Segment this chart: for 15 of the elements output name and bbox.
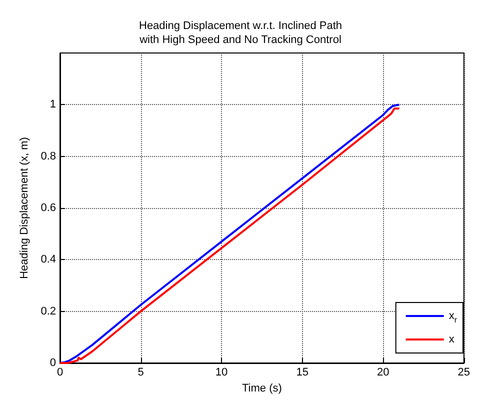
x-tick-label: 20 xyxy=(376,366,390,378)
legend-label: x xyxy=(448,334,455,346)
y-tick-label: 0.6 xyxy=(40,202,56,214)
x-tick-label: 5 xyxy=(138,366,144,378)
y-tick-label: 0.4 xyxy=(40,254,56,266)
y-tick-label: 0.8 xyxy=(40,150,56,162)
x-tick-label: 25 xyxy=(458,366,470,378)
x-tick-label: 10 xyxy=(215,366,228,378)
y-tick-label: 0 xyxy=(50,357,56,369)
y-tick-label: 0.2 xyxy=(40,305,56,318)
y-tick-label: 1 xyxy=(50,98,56,111)
chart-title: Heading Displacement w.r.t. Inclined Path with High Speed and No Tracking Control xyxy=(138,20,342,46)
x-tick-label: 15 xyxy=(296,366,308,378)
y-axis-title: Heading Displacement (x, m) xyxy=(18,137,30,279)
x-axis-title: Time (s) xyxy=(242,382,282,394)
